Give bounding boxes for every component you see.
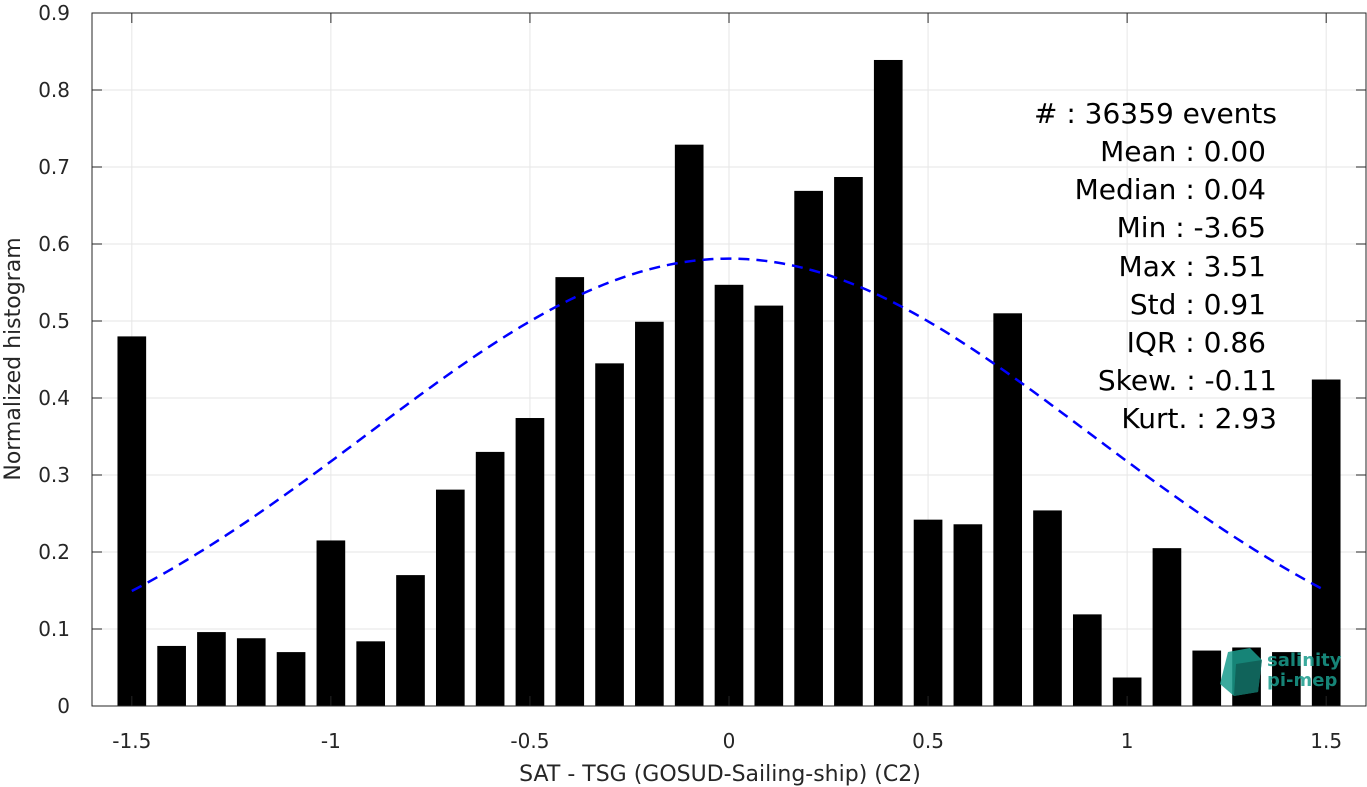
x-axis-label: SAT - TSG (GOSUD-Sailing-ship) (C2) (519, 762, 921, 787)
y-tick-labels: 0 0.1 0.2 0.3 0.4 0.5 0.6 0.7 0.8 0.9 (38, 1, 70, 718)
stat-mean: Mean : 0.00 (1100, 135, 1266, 168)
histogram-bar (117, 336, 147, 706)
histogram-bar (794, 190, 823, 706)
histogram-bar (635, 321, 664, 706)
histogram-bar (157, 645, 186, 706)
stat-kurt: Kurt. : 2.93 (1121, 402, 1277, 435)
histogram-bar (475, 451, 505, 706)
stat-std: Std : 0.91 (1130, 288, 1266, 321)
histogram-bar (435, 489, 465, 706)
stat-median: Median : 0.04 (1075, 173, 1266, 206)
y-tick-label: 0.2 (38, 540, 70, 564)
stat-min: Min : -3.65 (1117, 211, 1266, 244)
histogram-bar (1072, 614, 1102, 706)
histogram-bar (1152, 548, 1182, 706)
histogram-bar (356, 641, 386, 706)
histogram-bar (555, 277, 585, 706)
histogram-bar (953, 524, 983, 706)
histogram-bar (834, 177, 863, 706)
y-axis-label: Normalized histogram (1, 237, 26, 480)
logo-cube-shade (1234, 660, 1262, 696)
histogram-bar (1272, 652, 1301, 706)
axis-ticks (92, 12, 1366, 707)
x-tick-label: -0.5 (510, 729, 549, 753)
x-tick-label: 1.5 (1310, 729, 1342, 753)
histogram-bar (1311, 379, 1341, 706)
y-tick-label: 0.8 (38, 78, 70, 102)
logo-text-line2: pi-mep (1267, 670, 1337, 691)
histogram-bar (714, 284, 744, 706)
histogram-bar (197, 632, 226, 706)
y-tick-label: 0.5 (38, 309, 70, 333)
salinity-pimep-logo: salinity pi-mep (1220, 648, 1342, 696)
statistics-box: # : 36359 events Mean : 0.00 Median : 0.… (1034, 97, 1277, 435)
logo-text-line1: salinity (1267, 650, 1342, 671)
y-tick-label: 0.9 (38, 1, 70, 25)
x-tick-label: 0 (723, 729, 736, 753)
histogram-bar (873, 59, 903, 707)
y-tick-label: 0.6 (38, 232, 70, 256)
x-tick-label: -1 (321, 729, 341, 753)
stat-skew: Skew. : -0.11 (1098, 364, 1277, 397)
x-tick-label: -1.5 (112, 729, 151, 753)
histogram-bar (595, 363, 624, 706)
stat-iqr: IQR : 0.86 (1127, 326, 1266, 359)
histogram-bar (276, 652, 306, 706)
x-tick-label: 0.5 (912, 729, 944, 753)
histogram-bar (515, 418, 545, 706)
y-tick-label: 0.1 (38, 617, 70, 641)
x-tick-label: 1 (1121, 729, 1134, 753)
histogram-bar (1192, 650, 1222, 706)
histogram-bar (236, 638, 266, 706)
histogram-bar (396, 575, 425, 706)
histogram-bar (913, 519, 943, 706)
histogram-bar (1033, 510, 1062, 706)
y-tick-label: 0 (57, 694, 70, 718)
histogram-bar (316, 540, 346, 706)
x-tick-labels: -1.5 -1 -0.5 0 0.5 1 1.5 (112, 729, 1342, 753)
histogram-bar (674, 144, 704, 707)
stat-max: Max : 3.51 (1119, 250, 1266, 283)
y-tick-label: 0.7 (38, 155, 70, 179)
normal-fit-curve (131, 257, 1327, 593)
histogram-bars (117, 59, 1341, 707)
histogram-bar (754, 305, 784, 706)
y-tick-label: 0.3 (38, 463, 70, 487)
stat-count: # : 36359 events (1034, 97, 1277, 130)
y-tick-label: 0.4 (38, 386, 70, 410)
